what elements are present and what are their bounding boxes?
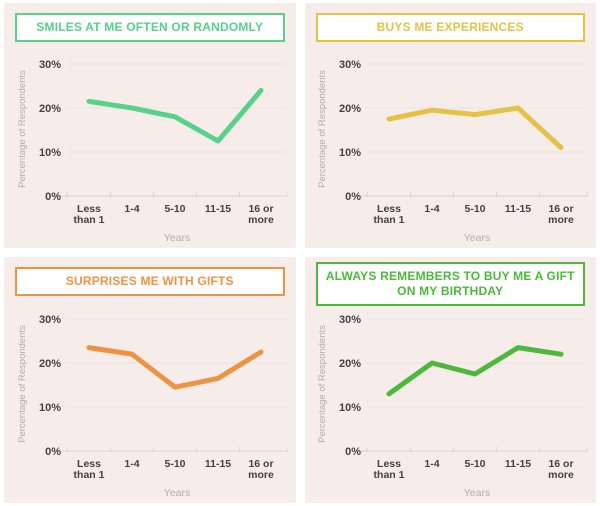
line-chart-surprises-gifts: 30% 20% 10% 0% Less than 1 1-4 5-10 11-15 16 or mo… — [17, 314, 288, 499]
x-category-label: 5-10 — [465, 203, 486, 215]
y-tick-label: 0% — [45, 191, 61, 203]
x-category-label: 11-15 — [205, 203, 231, 215]
x-category-label: 1-4 — [124, 458, 139, 470]
y-axis-title: Percentage of Respondents — [17, 325, 28, 443]
chart-title-box: SMILES AT ME OFTEN OR RANDOMLY — [15, 13, 285, 42]
x-category-label: 16 or more — [548, 458, 574, 481]
x-category-label: 1-4 — [425, 203, 440, 215]
x-category-label: 5-10 — [164, 458, 185, 470]
chart-title: ALWAYS REMEMBERS TO BUY ME A GIFT ON MY … — [325, 269, 575, 298]
y-tick-label: 20% — [39, 358, 61, 370]
chart-title: SMILES AT ME OFTEN OR RANDOMLY — [36, 20, 264, 34]
x-axis-title: Years — [464, 487, 490, 499]
chart-panel-surprises-gifts: SURPRISES ME WITH GIFTS 30% 20% 10% 0% Less t… — [4, 257, 296, 503]
chart-title-box: ALWAYS REMEMBERS TO BUY ME A GIFT ON MY … — [315, 262, 585, 306]
x-category-label: Less than 1 — [374, 203, 405, 226]
line-chart-buys-experiences: 30% 20% 10% 0% Less than 1 1-4 5-10 11-15 16 or mo… — [317, 59, 588, 244]
y-axis-title: Percentage of Respondents — [17, 70, 28, 188]
x-category-label: 16 or more — [548, 203, 574, 226]
y-tick-label: 30% — [39, 314, 61, 326]
chart-panel-buys-experiences: BUYS ME EXPERIENCES 30% 20% 10% 0% Less than … — [304, 3, 596, 248]
x-category-label: 11-15 — [205, 458, 231, 470]
x-category-label: Less than 1 — [374, 458, 405, 481]
y-axis-title: Percentage of Respondents — [317, 70, 328, 188]
chart-title: SURPRISES ME WITH GIFTS — [65, 274, 234, 288]
y-tick-label: 20% — [339, 358, 361, 370]
y-tick-label: 10% — [39, 147, 61, 159]
y-tick-label: 20% — [39, 103, 61, 115]
y-axis-title: Percentage of Respondents — [317, 325, 328, 443]
charts-grid: SMILES AT ME OFTEN OR RANDOMLY 30% 20% 10%… — [4, 3, 596, 503]
x-axis-title: Years — [164, 487, 190, 499]
y-tick-label: 10% — [39, 402, 61, 414]
chart-panel-smiles-at-me: SMILES AT ME OFTEN OR RANDOMLY 30% 20% 10%… — [4, 3, 296, 248]
x-category-label: 16 or more — [248, 203, 274, 226]
data-line — [386, 105, 564, 151]
y-tick-label: 30% — [339, 314, 361, 326]
data-line — [86, 345, 264, 390]
x-category-label: 11-15 — [505, 458, 531, 470]
data-line — [386, 345, 564, 397]
chart-title-box: SURPRISES ME WITH GIFTS — [15, 267, 285, 296]
y-tick-label: 10% — [339, 147, 361, 159]
x-axis-title: Years — [464, 232, 490, 244]
x-category-label: 1-4 — [124, 203, 139, 215]
line-chart-smiles-at-me: 30% 20% 10% 0% Less than 1 1-4 5-10 11-15 16 or mo… — [17, 59, 288, 244]
y-tick-label: 30% — [39, 59, 61, 71]
x-category-label: Less than 1 — [73, 203, 104, 226]
y-tick-label: 30% — [339, 59, 361, 71]
x-category-label: 5-10 — [465, 458, 486, 470]
line-chart-birthday-gift: 30% 20% 10% 0% Less than 1 1-4 5-10 11-15 16 or mo… — [317, 314, 588, 499]
y-tick-label: 20% — [339, 103, 361, 115]
y-tick-label: 0% — [345, 191, 361, 203]
y-tick-label: 10% — [339, 402, 361, 414]
x-category-label: 1-4 — [425, 458, 440, 470]
x-category-label: 16 or more — [248, 458, 274, 481]
chart-title-box: BUYS ME EXPERIENCES — [315, 13, 585, 42]
chart-panel-birthday-gift: ALWAYS REMEMBERS TO BUY ME A GIFT ON MY … — [304, 257, 596, 503]
x-category-label: 11-15 — [505, 203, 531, 215]
x-axis-title: Years — [164, 232, 190, 244]
y-tick-label: 0% — [45, 446, 61, 458]
x-category-label: Less than 1 — [73, 458, 104, 481]
x-category-label: 5-10 — [164, 203, 185, 215]
y-tick-label: 0% — [345, 446, 361, 458]
chart-title: BUYS ME EXPERIENCES — [376, 20, 524, 34]
data-line — [86, 87, 264, 144]
